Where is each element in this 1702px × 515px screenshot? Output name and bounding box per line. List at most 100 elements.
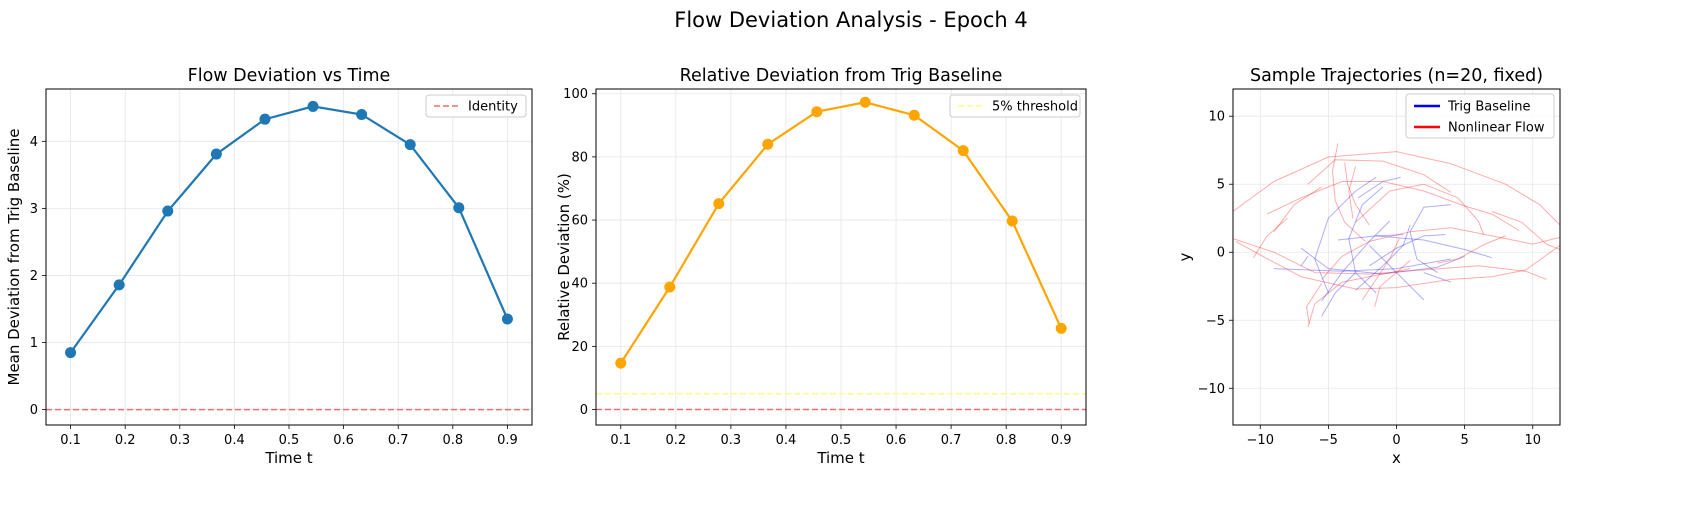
chart-relative-deviation: 0.1 0.2 0.3 0.4 0.5 0.6 0.7 0.8 0.9 0 20 40 60 80 100 R…: [555, 66, 1087, 467]
legend-label: Trig Baseline: [1447, 100, 1531, 115]
x-tick-label: 0.2: [115, 433, 136, 448]
y-tick-label: −5: [1206, 314, 1225, 329]
trajectory-line: [1368, 245, 1425, 301]
trajectory-line: [1491, 210, 1560, 250]
plot-area: [596, 96, 1086, 411]
trajectory-line: [1358, 176, 1401, 199]
x-tick-label: 0.9: [497, 433, 518, 448]
trajectory-line: [1423, 272, 1452, 283]
x-tick-label: 0.3: [169, 433, 190, 448]
trajectory-line: [1300, 256, 1309, 267]
data-point: [762, 138, 774, 150]
legend-label: Nonlinear Flow: [1448, 121, 1545, 136]
trajectory-line: [1361, 238, 1400, 301]
data-point: [811, 106, 823, 118]
trajectory-line: [1355, 224, 1411, 291]
trajectory-line: [1300, 247, 1465, 275]
trajectory-line: [1369, 234, 1446, 267]
x-tick-label: −10: [1247, 433, 1274, 448]
trajectory-line: [1307, 268, 1411, 328]
trajectory-line: [1321, 220, 1391, 302]
chart-title: Sample Trajectories (n=20, fixed): [1250, 66, 1543, 86]
trajectory-line: [1409, 204, 1452, 274]
data-point: [664, 281, 676, 293]
trajectory-line: [1266, 181, 1520, 231]
data-point: [1006, 215, 1018, 227]
trajectory-line: [1348, 166, 1357, 219]
y-tick-label: −10: [1198, 382, 1225, 397]
trajectory-line: [1321, 227, 1560, 280]
trajectory-line: [1273, 186, 1322, 233]
x-tick-label: 0.8: [442, 433, 463, 448]
trajectory-line: [1273, 258, 1452, 272]
x-tick-label: 0.5: [831, 433, 852, 448]
chart-title: Flow Deviation vs Time: [188, 66, 391, 86]
plot-area: [46, 100, 532, 411]
trajectory-line: [1376, 234, 1404, 237]
trajectory-line: [1332, 143, 1366, 242]
data-point: [404, 139, 416, 151]
y-axis-label: Relative Deviation (%): [555, 173, 573, 341]
trajectory-line: [1348, 186, 1384, 294]
y-tick-label: 80: [571, 150, 588, 165]
y-tick-label: 60: [571, 214, 588, 229]
trajectory-line: [1252, 217, 1288, 258]
x-tick-label: 0.3: [721, 433, 742, 448]
x-tick-label: 0.7: [941, 433, 962, 448]
x-tick-label: 0.7: [388, 433, 409, 448]
data-point: [859, 96, 871, 108]
data-point: [453, 202, 465, 214]
data-point: [210, 148, 222, 160]
chart-sample-trajectories: −10 −5 0 5 10 −10 −5 0 5 10 Sample Trajectories (n…: [1176, 66, 1561, 467]
legend: 5% threshold: [949, 94, 1081, 118]
x-tick-label: 0.4: [224, 433, 245, 448]
legend: Identity: [425, 94, 527, 118]
trajectory-line: [1437, 235, 1506, 264]
chart-flow-deviation: 0.1 0.2 0.3 0.4 0.5 0.6 0.7 0.8 0.9 0 1 2 3 4 Flow Dev…: [5, 66, 533, 467]
y-tick-label: 2: [30, 269, 38, 284]
x-tick-label: −5: [1319, 433, 1338, 448]
x-tick-label: 0.4: [776, 433, 797, 448]
series-line: [619, 101, 1063, 364]
data-point: [957, 145, 969, 157]
legend-label: Identity: [468, 100, 518, 115]
x-tick-label: 0.8: [996, 433, 1017, 448]
data-point: [307, 100, 319, 112]
data-point: [501, 313, 513, 325]
x-tick-label: 0.6: [333, 433, 354, 448]
chart-title: Relative Deviation from Trig Baseline: [680, 66, 1003, 86]
trajectory-line: [1233, 238, 1547, 280]
x-tick-label: 0.5: [279, 433, 300, 448]
data-point: [1055, 322, 1067, 334]
trajectory-line: [1321, 272, 1356, 317]
data-point: [259, 113, 271, 125]
data-point: [615, 357, 627, 369]
y-tick-label: 4: [30, 135, 38, 150]
data-point: [713, 198, 725, 210]
trajectory-line: [1344, 162, 1370, 226]
trajectory-line: [1374, 260, 1411, 307]
x-tick-label: 0.6: [886, 433, 907, 448]
data-point: [162, 205, 174, 217]
legend-label: 5% threshold: [992, 100, 1078, 115]
legend-box: [949, 94, 1081, 118]
data-point: [908, 109, 920, 121]
trajectory-line: [1233, 151, 1560, 226]
trajectory-line: [1355, 183, 1485, 235]
y-tick-label: 100: [563, 87, 588, 102]
x-tick-label: 0.9: [1051, 433, 1072, 448]
y-tick-label: 40: [571, 277, 588, 292]
y-tick-label: 10: [1208, 110, 1225, 125]
data-point: [113, 279, 125, 291]
data-point: [356, 108, 368, 120]
legend-box: [1405, 93, 1555, 139]
x-tick-label: 0: [1392, 433, 1400, 448]
x-axis-label: Time t: [816, 449, 864, 467]
y-tick-label: 0: [1217, 246, 1225, 261]
legend: Trig Baseline Nonlinear Flow: [1405, 93, 1555, 139]
x-tick-label: 0.2: [665, 433, 686, 448]
x-tick-label: 5: [1460, 433, 1468, 448]
legend-box: [425, 94, 527, 118]
trajectory-line: [1337, 235, 1493, 259]
